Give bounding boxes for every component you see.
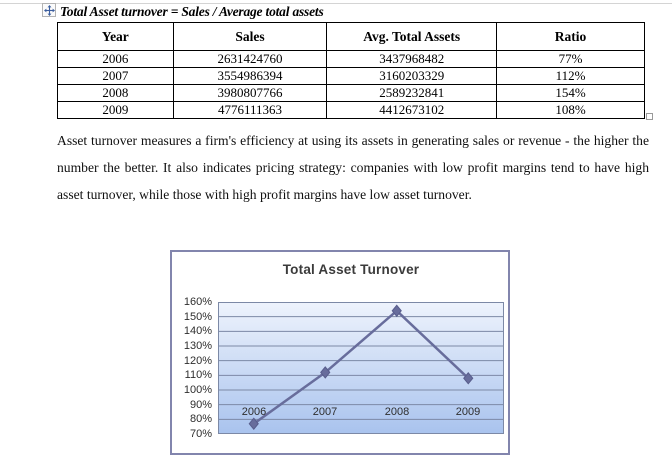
table-row: 2009 4776111363 4412673102 108% [57,101,645,119]
cell-ratio: 108% [496,101,645,119]
table-row: 2008 3980807766 2589232841 154% [57,84,645,102]
cell-ratio: 77% [496,50,645,68]
cell-ratio: 112% [496,67,645,85]
table-row: 2006 2631424760 3437968482 77% [57,50,645,68]
cell-sales: 4776111363 [172,101,328,119]
y-tick-label: 130% [183,340,212,352]
y-tick-label: 90% [189,399,212,411]
plot-svg [218,302,504,434]
cell-year: 2007 [57,67,174,85]
y-tick-label: 100% [183,384,212,396]
header-sales: Sales [172,22,328,51]
cell-avg-assets: 2589232841 [326,84,498,102]
total-asset-turnover-chart[interactable]: Total Asset Turnover 160% 150% 140% 130%… [170,250,510,455]
header-year: Year [57,22,174,51]
cell-sales: 3554986394 [172,67,328,85]
cell-year: 2008 [57,84,174,102]
cell-avg-assets: 4412673102 [326,101,498,119]
y-tick-label: 140% [183,325,212,337]
cell-year: 2009 [57,101,174,119]
x-tick-label: 2007 [312,406,338,418]
x-tick-label: 2008 [384,406,410,418]
y-tick-label: 160% [183,296,212,308]
cell-year: 2006 [57,50,174,68]
y-tick-label: 110% [184,369,212,381]
table-header-row: Year Sales Avg. Total Assets Ratio [57,22,645,51]
cell-sales: 2631424760 [172,50,328,68]
y-tick-label: 150% [183,311,212,323]
y-tick-label: 70% [189,428,212,440]
cell-avg-assets: 3437968482 [326,50,498,68]
table-move-handle-icon[interactable] [42,3,56,17]
table-row: 2007 3554986394 3160203329 112% [57,67,645,85]
page-top-border [0,3,672,4]
cell-sales: 3980807766 [172,84,328,102]
cell-ratio: 154% [496,84,645,102]
y-tick-label: 120% [183,355,212,367]
formula-title: Total Asset turnover = Sales / Average t… [60,4,324,19]
y-tick-label: 80% [189,413,212,425]
cell-avg-assets: 3160203329 [326,67,498,85]
header-avg-total-assets: Avg. Total Assets [326,22,498,51]
x-tick-label: 2009 [455,406,481,418]
explanation-paragraph: Asset turnover measures a firm's efficie… [57,133,649,202]
asset-turnover-table: Year Sales Avg. Total Assets Ratio 2006 … [57,22,645,119]
header-ratio: Ratio [496,22,645,51]
move-cross-icon [43,4,55,16]
table-resize-handle-icon[interactable] [646,113,653,120]
chart-title: Total Asset Turnover [282,262,420,277]
x-tick-label: 2006 [241,406,267,418]
